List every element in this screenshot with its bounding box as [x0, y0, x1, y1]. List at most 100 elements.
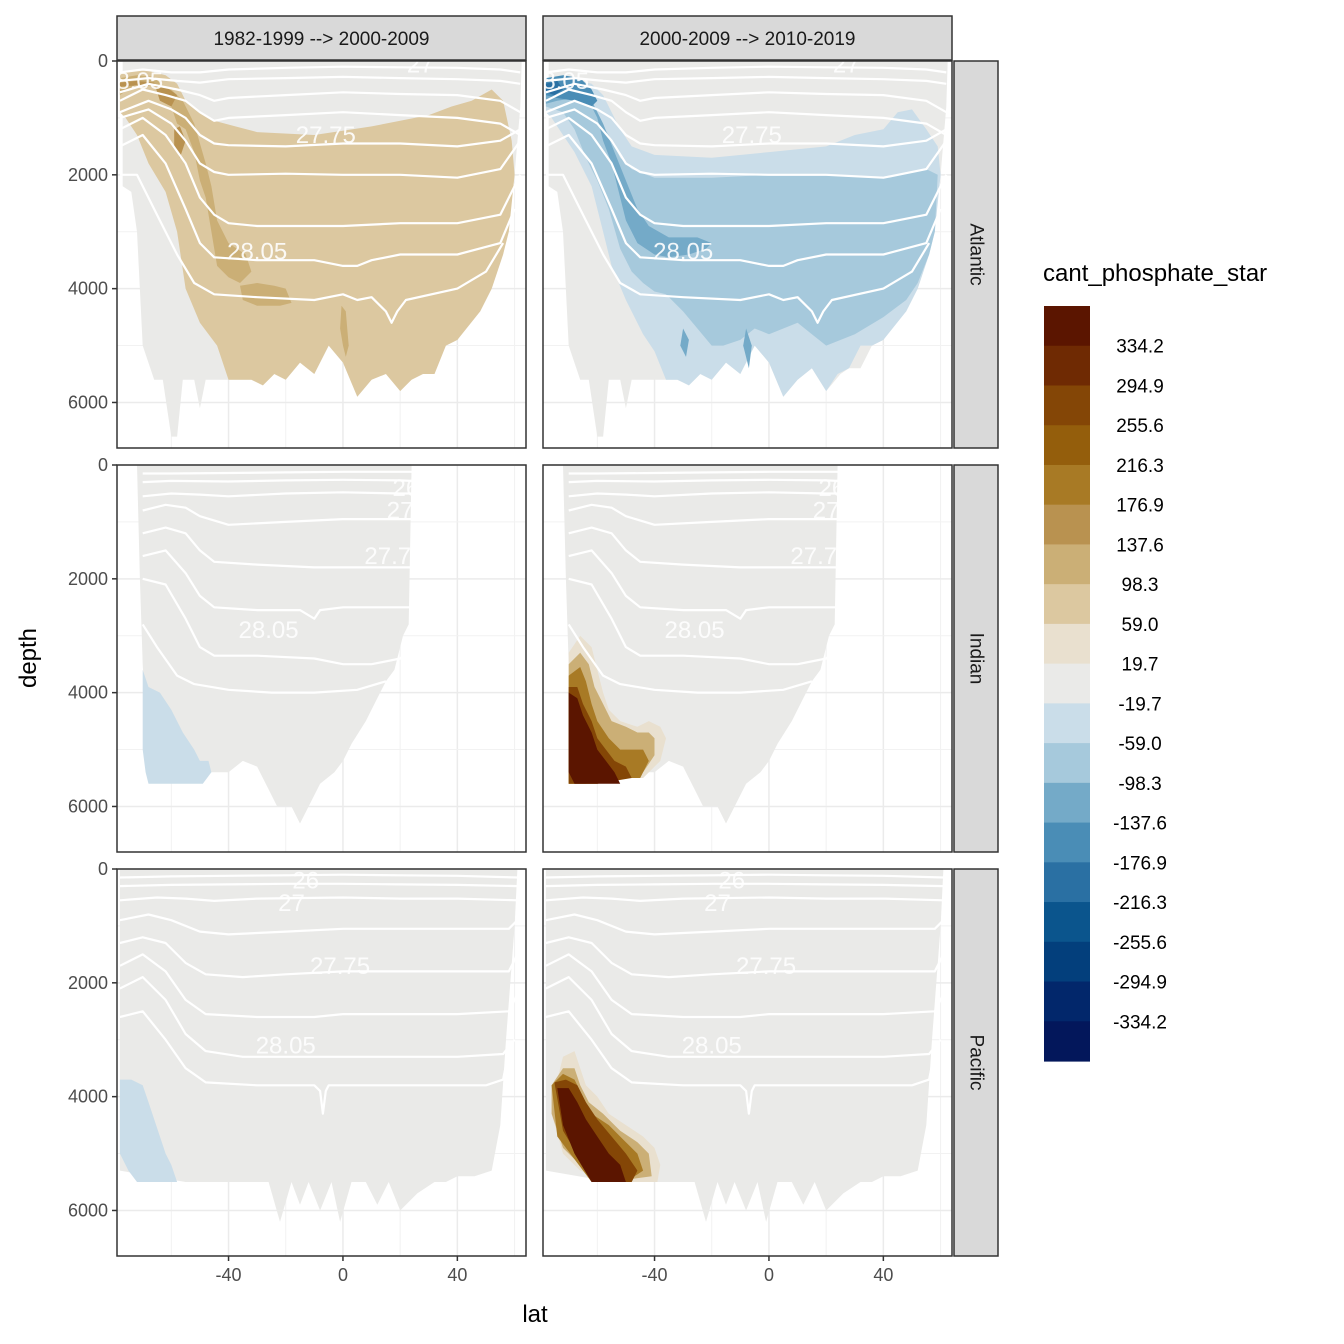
y-tick-label: 6000 [68, 796, 108, 816]
legend-swatch [1044, 504, 1090, 546]
isopycnal-label: 27 [387, 498, 414, 525]
anomaly-contour-98.3 [119, 75, 252, 283]
isopycnal-label: 27.75 [790, 543, 850, 570]
legend-break-label: -294.9 [1113, 973, 1167, 994]
panel-atlantic-2: 27 27.75 28.05 28.05 [529, 60, 953, 449]
isopycnal-line [545, 82, 947, 114]
legend-break-label: -19.7 [1118, 694, 1161, 715]
isopycnal-line [545, 116, 948, 228]
y-tick-label: 4000 [68, 1087, 108, 1107]
legend-break-label: -98.3 [1118, 774, 1161, 795]
isopycnal-line [119, 882, 518, 888]
isopycnal-line [545, 173, 931, 324]
panel-border [116, 868, 527, 1257]
y-tick-label: 6000 [68, 392, 108, 412]
isopycnal-label: 27 [278, 890, 305, 917]
anomaly-contour-98.3 [340, 305, 349, 357]
isopycnal-label: 27 [813, 498, 840, 525]
isopycnal-label: 26 [718, 867, 745, 894]
legend-break-label: 137.6 [1116, 535, 1164, 556]
isopycnal-line [545, 133, 942, 267]
isopycnal-line [545, 108, 948, 179]
y-tick-label: 0 [98, 51, 108, 71]
isopycnal-line [142, 478, 412, 484]
isopycnal-line [545, 882, 944, 888]
x-axis-title: lat [522, 1301, 548, 1328]
legend-swatch [1044, 822, 1090, 863]
isopycnal-label: 28.05 [256, 1032, 316, 1059]
isopycnal-line [142, 549, 412, 620]
y-tick-label: 2000 [68, 973, 108, 993]
row-strip-label: Atlantic [966, 223, 987, 285]
isopycnal-line [545, 936, 945, 979]
column-strip [116, 15, 527, 61]
y-tick-label: 2000 [68, 569, 108, 589]
isopycnal-label: 28.05 [653, 239, 713, 266]
isopycnal-line [119, 99, 521, 148]
isopycnal-line [545, 65, 947, 74]
isopycnal-line [568, 577, 833, 666]
isopycnal-line [119, 913, 519, 936]
isopycnal-label: 28.05 [529, 68, 589, 95]
legend-break-label: -176.9 [1113, 853, 1167, 874]
legend-break-label: -59.0 [1118, 734, 1161, 755]
legend-break-label: 98.3 [1122, 575, 1159, 596]
row-strip-label: Pacific [966, 1035, 987, 1091]
isopycnal-label: 28.05 [239, 617, 299, 644]
isopycnal-line [545, 976, 942, 1058]
x-tick-label: 40 [447, 1265, 467, 1285]
legend-break-label: 59.0 [1122, 615, 1159, 636]
isopycnal-label: 28.05 [682, 1032, 742, 1059]
isopycnal-line [119, 953, 519, 1019]
legend-swatch [1044, 544, 1090, 585]
isopycnal-label: 27.75 [736, 953, 796, 980]
legend-break-label: 334.2 [1116, 337, 1164, 358]
isopycnal-line [119, 65, 521, 74]
isopycnal-label: 28.05 [227, 239, 287, 266]
isopycnal-line [119, 873, 518, 879]
y-tick-label: 0 [98, 859, 108, 879]
isopycnal-line [568, 526, 838, 569]
legend-break-label: -216.3 [1113, 893, 1167, 914]
isopycnal-label: 27 [704, 890, 731, 917]
x-tick-label: 40 [873, 1265, 893, 1285]
legend-swatch [1044, 902, 1090, 943]
legend-swatch [1044, 743, 1090, 784]
legend-swatch [1044, 385, 1090, 426]
legend-swatch [1044, 345, 1090, 387]
isopycnal-line [568, 491, 838, 498]
legend-swatch [1044, 703, 1090, 744]
y-tick-label: 0 [98, 455, 108, 475]
x-tick-label: -40 [216, 1265, 242, 1285]
legend-swatch [1044, 584, 1090, 625]
isopycnal-label: 26 [292, 867, 319, 894]
panel-border [542, 464, 953, 853]
isopycnal-label: 27 [407, 51, 434, 78]
isopycnal-line [119, 88, 521, 136]
panel-border [542, 60, 953, 449]
panel-atlantic-1: 27 27.75 28.05 28.05 [116, 51, 527, 449]
legend-break-label: -334.2 [1113, 1012, 1167, 1033]
isopycnal-line [141, 623, 387, 694]
legend-swatch [1044, 941, 1090, 983]
isopycnal-line [119, 116, 522, 228]
row-strip-label: Indian [966, 633, 987, 685]
legend-swatch [1044, 306, 1090, 347]
anomaly-contour-59.0 [119, 69, 515, 397]
isopycnal-label: 27.75 [364, 543, 424, 570]
legend-swatch [1044, 782, 1090, 824]
legend-break-label: -137.6 [1113, 814, 1167, 835]
legend-break-label: 255.6 [1116, 416, 1164, 437]
isopycnal-line [568, 478, 838, 484]
row-strip [953, 464, 999, 853]
legend-break-label: -255.6 [1113, 933, 1167, 954]
column-strip-label: 1982-1999 --> 2000-2009 [213, 29, 429, 50]
panel-border [116, 464, 527, 853]
x-tick-label: 0 [764, 1265, 774, 1285]
isopycnal-line [545, 1010, 936, 1115]
ocean-section [119, 869, 518, 1222]
anomaly-contour--137.6 [743, 328, 752, 369]
legend-title: cant_phosphate_star [1043, 260, 1267, 287]
isopycnal-line [119, 75, 521, 85]
